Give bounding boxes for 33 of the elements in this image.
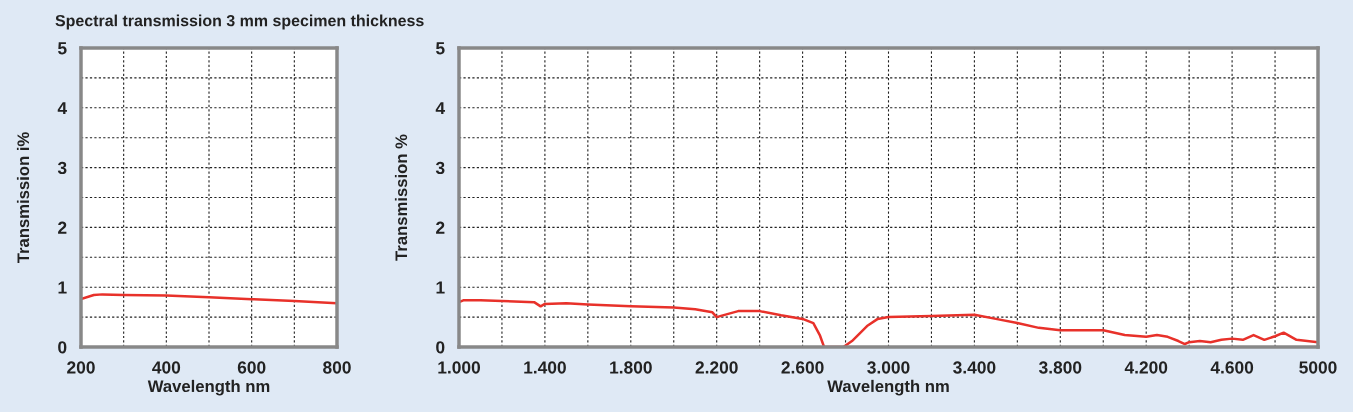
y-axis-title: Transmission i% xyxy=(16,132,30,264)
y-tick-label: 4 xyxy=(57,102,68,115)
y-tick-label: 5 xyxy=(57,42,67,55)
x-tick-label: 3.800 xyxy=(1038,361,1082,374)
x-axis-title: Wavelength nm xyxy=(827,379,949,396)
y-tick-label: 0 xyxy=(436,341,445,354)
y-tick-label: 2 xyxy=(58,221,67,234)
y-tick-label: 0 xyxy=(58,341,67,354)
y-axis-title: Transmission % xyxy=(394,134,408,261)
line-series xyxy=(81,293,337,305)
x-tick-label: 3.000 xyxy=(867,361,910,374)
x-tick-label: 5000 xyxy=(1299,361,1337,374)
x-tick-label: 400 xyxy=(152,361,181,374)
x-tick-label: 3.400 xyxy=(953,361,996,374)
x-tick-label: 600 xyxy=(237,361,266,374)
y-tick-label: 3 xyxy=(57,161,67,175)
x-tick-label: 1.400 xyxy=(524,361,566,374)
x-tick-label: 2.600 xyxy=(781,361,824,374)
x-tick-label: 1.000 xyxy=(438,361,481,374)
x-tick-label: 200 xyxy=(67,361,95,374)
x-tick-label: 4.600 xyxy=(1210,361,1254,374)
x-tick-label: 4.200 xyxy=(1124,361,1168,374)
y-tick-label: 1 xyxy=(436,281,445,294)
x-tick-label: 2.200 xyxy=(695,361,738,374)
y-tick-label: 1 xyxy=(58,281,67,294)
y-tick-label: 2 xyxy=(436,221,445,234)
y-tick-label: 4 xyxy=(435,102,446,115)
x-tick-label: 800 xyxy=(323,361,351,374)
chart-title: Spectral transmission 3 mm specimen thickness xyxy=(55,14,424,30)
x-axis-title: Wavelength nm xyxy=(147,379,270,396)
y-tick-label: 5 xyxy=(435,42,445,55)
x-tick-label: 1.800 xyxy=(610,361,652,374)
y-tick-label: 3 xyxy=(435,161,445,175)
